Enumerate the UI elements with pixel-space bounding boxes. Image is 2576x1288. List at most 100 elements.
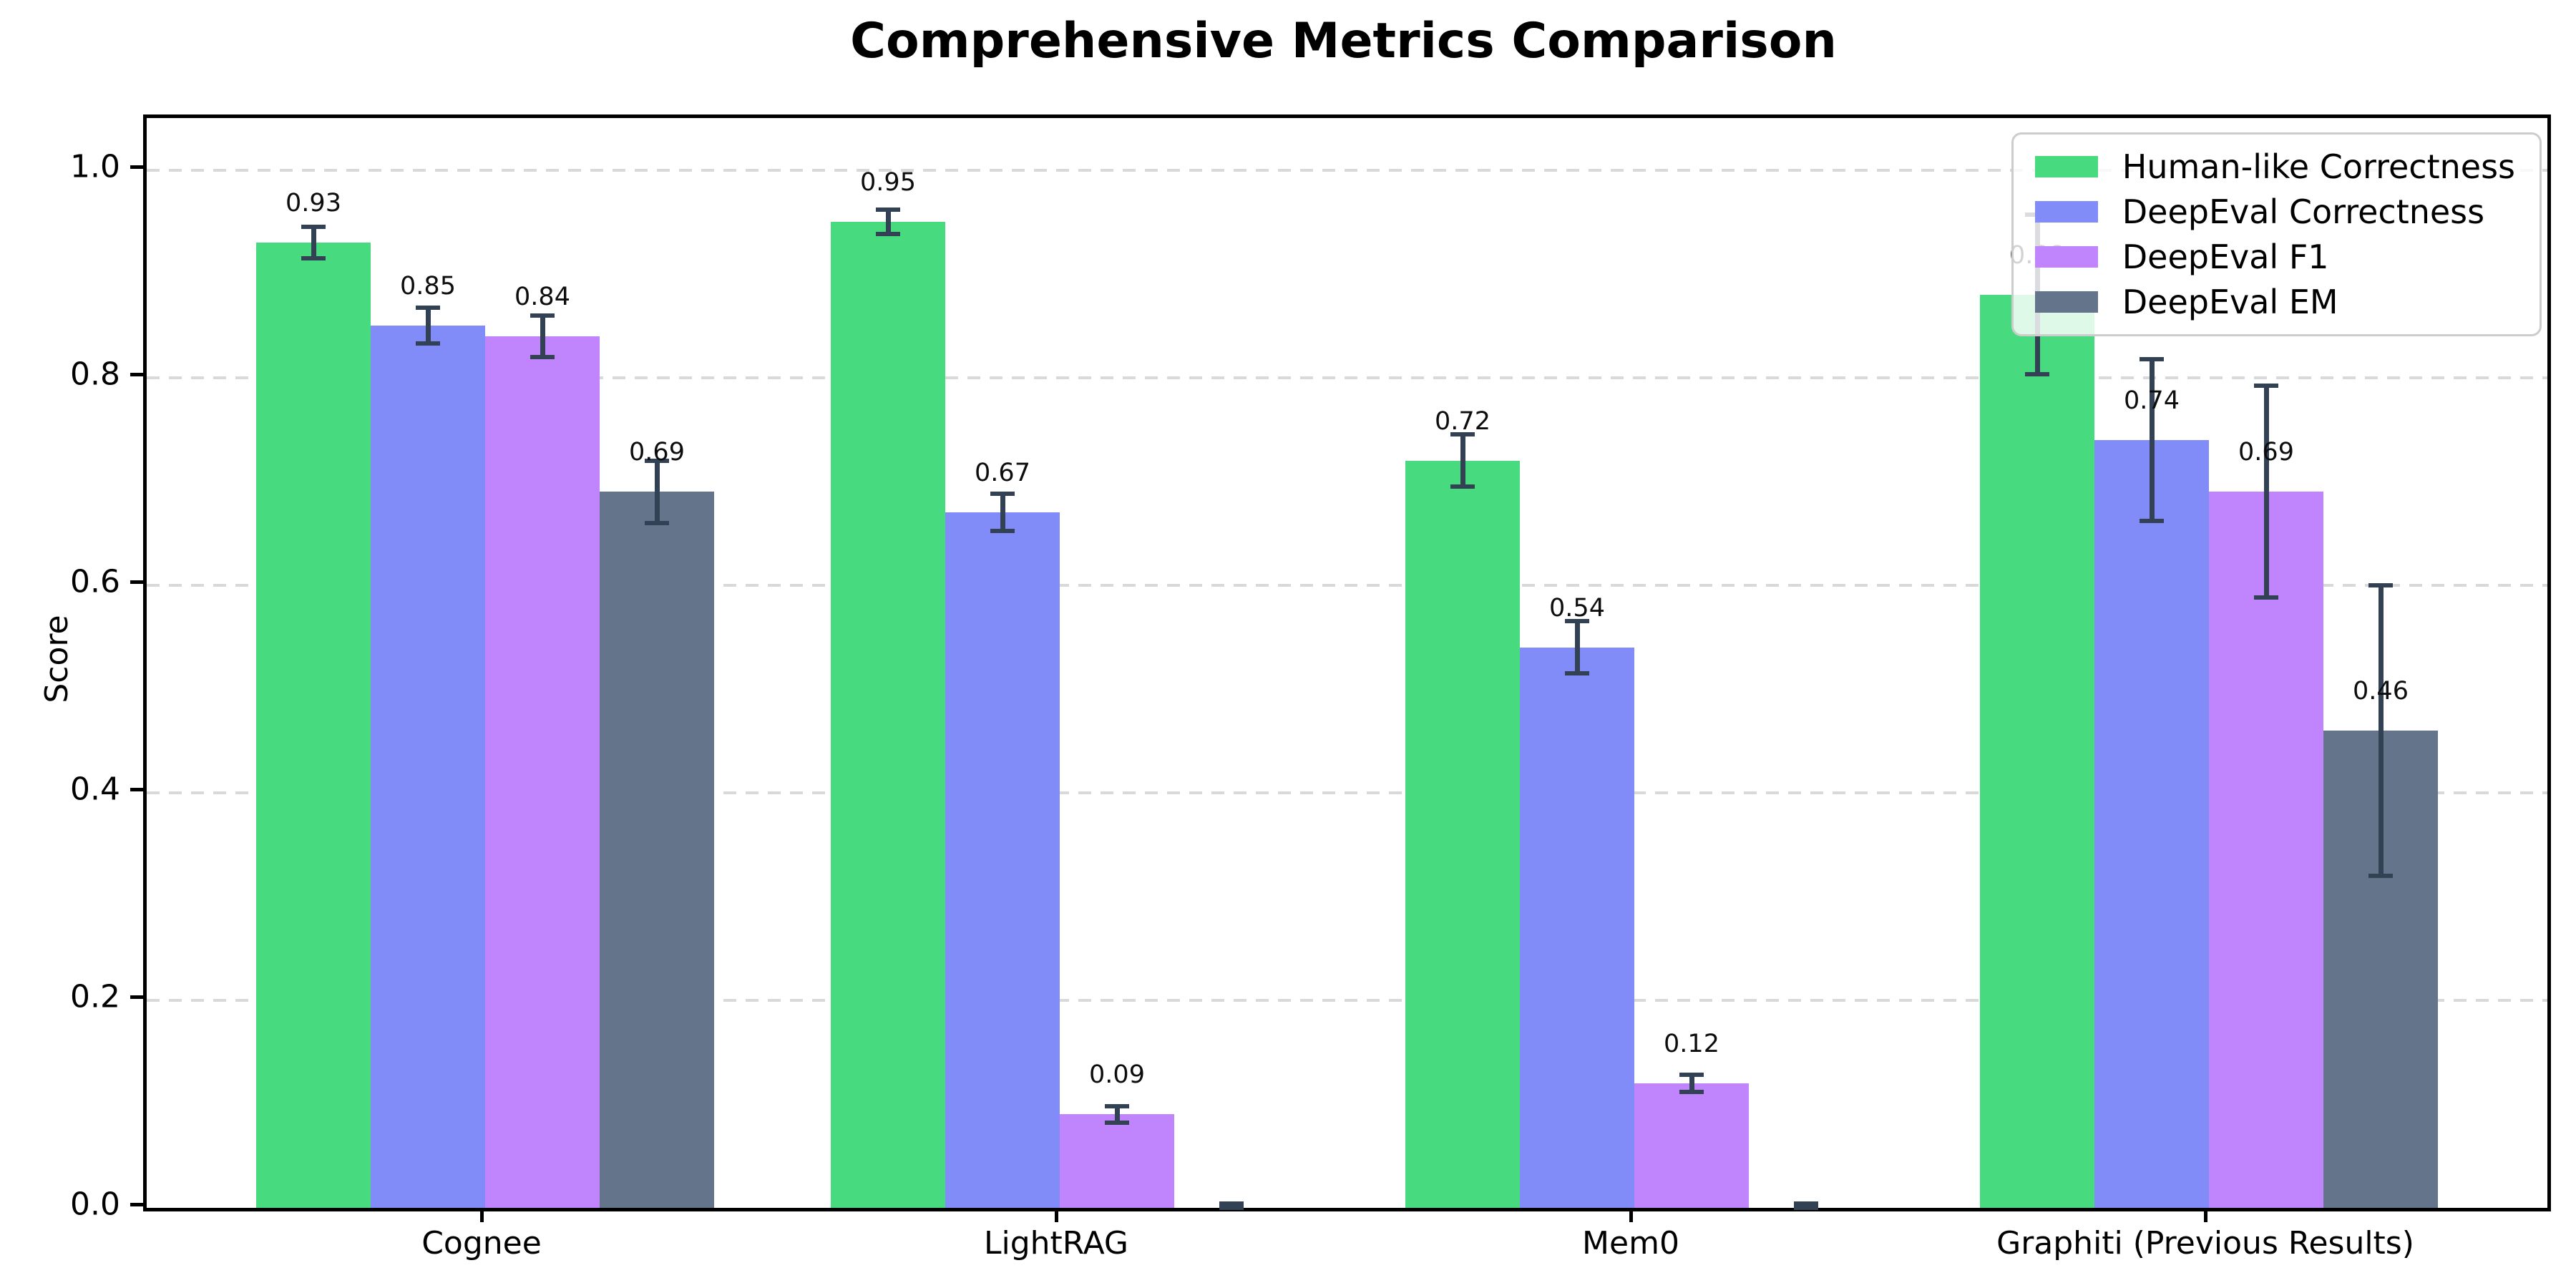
x-tick-label: Mem0 <box>1582 1225 1679 1262</box>
bar <box>2094 439 2209 1208</box>
legend-entry: DeepEval Correctness <box>2034 192 2515 231</box>
bar-value-label: 0.09 <box>1089 1060 1145 1090</box>
bar-value-label: 0.69 <box>629 438 685 467</box>
error-bar-cap <box>1794 1206 1818 1210</box>
error-bar-cap <box>2140 518 2164 523</box>
error-bar <box>885 209 891 235</box>
bar-value-label: 0.54 <box>1549 593 1605 623</box>
bar-value-label: 0.67 <box>975 459 1030 488</box>
legend-entry: DeepEval F1 <box>2034 238 2515 276</box>
legend-entry: DeepEval EM <box>2034 283 2515 321</box>
error-bar <box>2378 585 2384 876</box>
legend-swatch <box>2034 156 2098 177</box>
error-bar-cap <box>645 458 669 463</box>
error-bar-cap <box>1565 619 1589 624</box>
y-axis-tick <box>130 372 143 376</box>
legend-entry: Human-like Correctness <box>2034 147 2515 186</box>
y-axis-tick <box>130 580 143 584</box>
error-bar-cap <box>1679 1089 1704 1094</box>
error-bar-cap <box>1105 1103 1129 1108</box>
error-bar-cap <box>1219 1201 1244 1206</box>
error-bar-cap <box>416 341 440 346</box>
y-axis-tick <box>130 165 143 169</box>
x-tick-label: Graphiti (Previous Results) <box>1996 1225 2414 1262</box>
error-bar-cap <box>1219 1206 1244 1210</box>
legend-label: DeepEval F1 <box>2122 238 2329 276</box>
x-tick-label: Cognee <box>421 1225 542 1262</box>
bar <box>485 336 600 1208</box>
bar <box>1634 1083 1749 1208</box>
bar <box>1980 294 2094 1208</box>
error-bar-cap <box>645 520 669 525</box>
y-axis-tick <box>130 787 143 791</box>
gridline <box>147 376 2547 379</box>
legend-label: DeepEval EM <box>2122 283 2338 321</box>
bar <box>945 512 1060 1208</box>
legend-label: DeepEval Correctness <box>2122 192 2485 231</box>
error-bar-cap <box>2254 384 2278 389</box>
bar <box>2209 492 2323 1208</box>
y-tick-label: 0.4 <box>70 771 120 808</box>
x-axis-tick <box>1629 1208 1633 1222</box>
bar-value-label: 0.46 <box>2353 676 2409 706</box>
error-bar-cap <box>416 306 440 311</box>
error-bar-cap <box>990 492 1015 497</box>
error-bar <box>1689 1075 1694 1092</box>
gridline <box>147 168 2547 172</box>
gridline <box>147 791 2547 794</box>
bar-value-label: 0.74 <box>2124 386 2180 415</box>
plot-area: 0.930.950.720.880.850.670.540.740.840.09… <box>143 114 2551 1211</box>
bar <box>1060 1114 1174 1208</box>
y-axis-tick <box>130 995 143 999</box>
legend: Human-like Correctness DeepEval Correctne… <box>2011 132 2542 336</box>
gridline <box>147 583 2547 587</box>
error-bar <box>1460 434 1465 487</box>
error-bar <box>654 460 660 523</box>
y-axis-tick <box>130 1203 143 1206</box>
error-bar-cap <box>2254 595 2278 600</box>
bar <box>1520 647 1634 1208</box>
error-bar-cap <box>2140 356 2164 361</box>
gridline <box>147 998 2547 1002</box>
error-bar-cap <box>1450 432 1475 437</box>
bar-value-label: 0.69 <box>2238 438 2294 467</box>
error-bar <box>311 227 316 258</box>
legend-swatch <box>2034 201 2098 223</box>
error-bar <box>425 308 431 343</box>
y-tick-label: 0.2 <box>70 978 120 1015</box>
error-bar-cap <box>1450 484 1475 489</box>
error-bar-cap <box>876 232 900 237</box>
bar-value-label: 0.12 <box>1664 1029 1719 1058</box>
bar-value-label: 0.72 <box>1435 406 1491 436</box>
error-bar-cap <box>2368 582 2393 587</box>
legend-label: Human-like Correctness <box>2122 147 2515 186</box>
error-bar-cap <box>1679 1073 1704 1078</box>
error-bar-cap <box>301 225 326 230</box>
bar-value-label: 0.85 <box>400 272 456 301</box>
bar <box>256 243 371 1208</box>
error-bar-cap <box>1565 671 1589 675</box>
chart-title: Comprehensive Metrics Comparison <box>850 13 1837 69</box>
error-bar-cap <box>530 354 555 359</box>
error-bar-cap <box>990 529 1015 534</box>
bar <box>1405 460 1520 1208</box>
error-bar-cap <box>2025 372 2049 377</box>
error-bar-cap <box>530 313 555 318</box>
error-bar <box>1000 494 1005 532</box>
error-bar-cap <box>1105 1121 1129 1126</box>
y-tick-label: 0.6 <box>70 563 120 600</box>
legend-swatch <box>2034 291 2098 313</box>
error-bar <box>540 315 545 357</box>
y-tick-label: 0.0 <box>70 1186 120 1223</box>
error-bar-cap <box>301 255 326 260</box>
error-bar-cap <box>1794 1201 1818 1206</box>
error-bar <box>2263 386 2269 598</box>
bar <box>600 492 714 1208</box>
bar-value-label: 0.84 <box>514 282 570 311</box>
y-axis-label: Score <box>39 615 76 703</box>
x-tick-label: LightRAG <box>983 1225 1129 1262</box>
error-bar-cap <box>2368 873 2393 878</box>
legend-swatch <box>2034 246 2098 268</box>
error-bar <box>2149 358 2155 521</box>
